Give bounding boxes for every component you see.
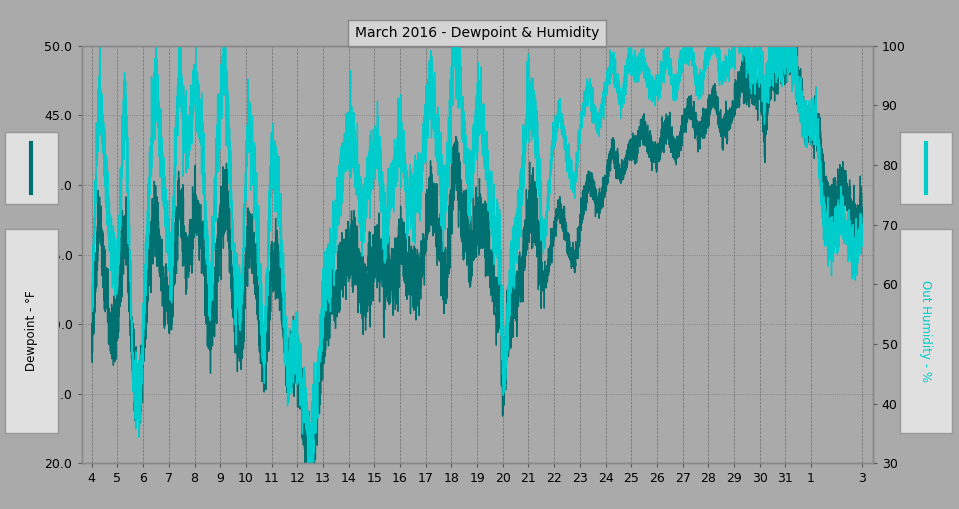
Title: March 2016 - Dewpoint & Humidity: March 2016 - Dewpoint & Humidity (355, 26, 599, 41)
Text: Dewpoint - °F: Dewpoint - °F (25, 291, 37, 371)
Text: Out Humidity - %: Out Humidity - % (920, 280, 932, 382)
